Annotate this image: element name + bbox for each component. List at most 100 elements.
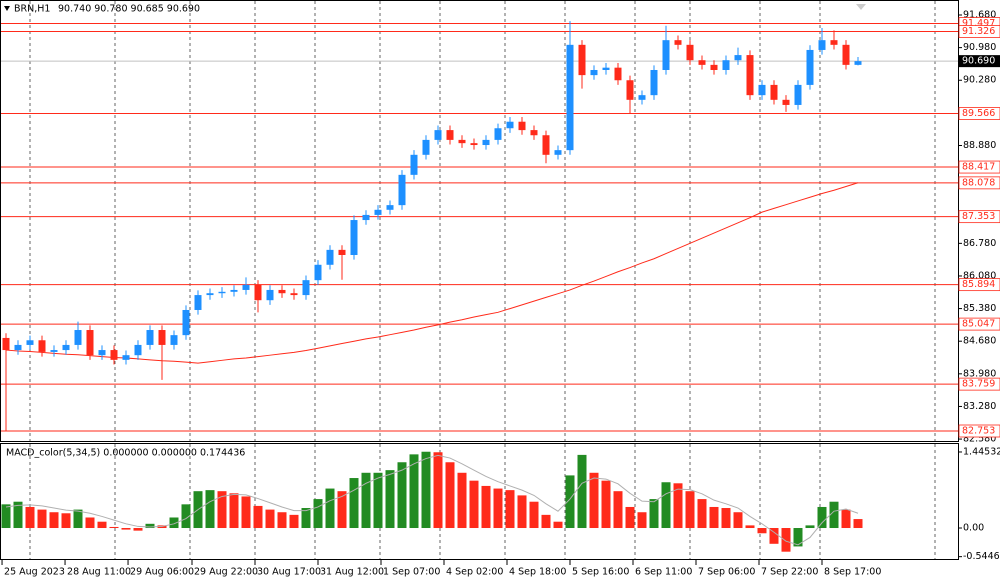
- macd-bar: [649, 499, 659, 529]
- moving-average: [5, 182, 859, 364]
- candle-body: [134, 344, 142, 356]
- candle-body: [638, 95, 646, 100]
- candle-body: [674, 40, 682, 45]
- candle-body: [98, 350, 106, 356]
- candle-body: [710, 64, 718, 70]
- candle-body: [446, 130, 454, 140]
- candle-body: [770, 84, 778, 100]
- macd-bar: [709, 506, 719, 529]
- level-label: 88.417: [962, 162, 995, 173]
- macd-title: MACD_color(5,34,5) 0.000000 0.000000 0.1…: [6, 448, 245, 459]
- macd-bar: [529, 501, 539, 529]
- candle-body: [74, 330, 82, 345]
- macd-bar: [505, 490, 515, 529]
- level-label-box: [958, 377, 1000, 391]
- candle-body: [218, 291, 226, 294]
- candle-body: [194, 295, 202, 310]
- macd-bar: [601, 480, 611, 529]
- level-label: 91.326: [962, 26, 995, 37]
- candle-body: [302, 280, 310, 296]
- candle-body: [278, 289, 286, 294]
- x-tick-label: 4 Sep 18:00: [509, 567, 566, 578]
- candle-body: [386, 205, 394, 210]
- x-tick-label: 4 Sep 02:00: [446, 567, 503, 578]
- macd-bar: [229, 493, 239, 529]
- macd-bar: [109, 526, 119, 529]
- macd-bar: [145, 523, 155, 529]
- candle-body: [326, 249, 334, 265]
- candle-body: [806, 49, 814, 85]
- macd-bar: [409, 454, 419, 529]
- candle-body: [182, 309, 190, 336]
- macd-bar: [769, 528, 779, 544]
- candle-body: [482, 139, 490, 146]
- candle-body: [854, 61, 862, 65]
- macd-bar: [361, 472, 371, 529]
- candle-body: [2, 337, 10, 351]
- macd-bar: [853, 519, 863, 529]
- candle-body: [14, 344, 22, 351]
- signal-line: [5, 454, 859, 546]
- macd-bar: [37, 509, 47, 529]
- level-label-box: [958, 25, 1000, 38]
- candle-body: [794, 84, 802, 105]
- candle-body: [398, 174, 406, 206]
- macd-bar: [661, 482, 671, 529]
- level-label-box: [958, 278, 1000, 292]
- scroll-arrow[interactable]: [856, 4, 866, 10]
- macd-bar: [793, 528, 803, 547]
- candle-body: [374, 209, 382, 215]
- x-tick-label: 28 Aug 11:00: [67, 567, 131, 578]
- macd-bar: [49, 512, 59, 529]
- candle-body: [746, 55, 754, 96]
- candle-body: [470, 143, 478, 146]
- x-tick-label: 25 Aug 2023: [4, 567, 65, 578]
- y-tick-label: 86.080: [963, 270, 996, 281]
- macd-bar: [577, 454, 587, 529]
- current-price-label: 90.690: [962, 56, 995, 67]
- candle-body: [758, 84, 766, 96]
- candle-body: [578, 44, 586, 76]
- macd-bar: [457, 472, 467, 529]
- level-label: 85.047: [962, 319, 995, 330]
- macd-bar: [805, 525, 815, 529]
- x-tick-label: 7 Sep 06:00: [698, 567, 755, 578]
- current-price-box: [959, 55, 1000, 68]
- x-tick-label: 5 Sep 16:00: [572, 567, 629, 578]
- main-panel: [0, 0, 959, 442]
- macd-bar: [733, 512, 743, 529]
- macd-bar: [133, 528, 143, 531]
- level-label: 89.566: [962, 108, 995, 119]
- level-label: 91.497: [962, 18, 995, 29]
- candle-body: [122, 355, 130, 360]
- macd-bar: [589, 472, 599, 529]
- macd-bar: [841, 509, 851, 529]
- macd-bar: [565, 475, 575, 529]
- macd-bar: [685, 491, 695, 529]
- macd-bar: [25, 506, 35, 529]
- level-label-box: [958, 317, 1000, 331]
- macd-bar: [721, 508, 731, 529]
- macd-bar: [397, 462, 407, 529]
- macd-bar: [277, 512, 287, 529]
- x-tick-label: 29 Aug 22:00: [194, 567, 258, 578]
- y-tick-label: 88.880: [963, 140, 996, 151]
- candle-body: [734, 55, 742, 61]
- candle-body: [26, 340, 34, 345]
- macd-bar: [493, 488, 503, 529]
- y-tick-label: 91.680: [963, 10, 996, 21]
- macd-bar: [313, 499, 323, 529]
- macd-bar: [373, 472, 383, 529]
- macd-bar: [445, 462, 455, 529]
- macd-bar: [781, 528, 791, 552]
- candle-body: [722, 60, 730, 70]
- y-tick-label: 83.980: [963, 368, 996, 379]
- symbol-menu[interactable]: [4, 6, 10, 11]
- x-tick-label: 6 Sep 11:00: [635, 567, 692, 578]
- macd-bar: [169, 517, 179, 529]
- candle-body: [314, 264, 322, 281]
- candle-body: [530, 130, 538, 136]
- candle-body: [38, 340, 46, 352]
- candle-body: [434, 130, 442, 140]
- macd-bar: [673, 483, 683, 529]
